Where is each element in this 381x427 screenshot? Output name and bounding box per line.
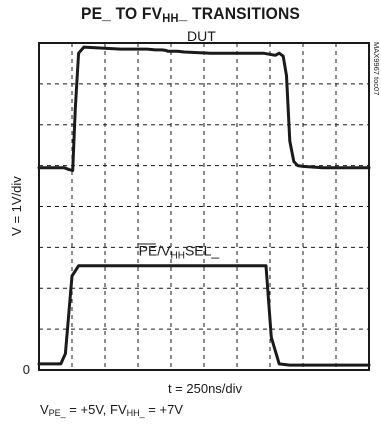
footnote-fvhh-sub: HH_	[126, 408, 145, 418]
traces	[37, 45, 371, 367]
footnote-pe-sub: PE_	[48, 408, 66, 418]
y-axis-label: V = 1V/div	[9, 176, 24, 236]
figure-code: MAX9967 toc07	[372, 42, 381, 95]
pe-vhhsel-label-sub: HH	[171, 251, 185, 262]
trace-labels: DUT_ PE/VHHSEL_	[138, 28, 224, 262]
pe-vhhsel-trace	[37, 264, 371, 367]
title-suffix: _ TRANSITIONS	[178, 4, 301, 23]
title-prefix: PE_ TO FV	[80, 4, 163, 23]
conditions-footnote: VPE_ = +5V, FVHH_ = +7V	[40, 402, 183, 418]
chart-title: PE_ TO FVHH_ TRANSITIONS	[15, 4, 366, 25]
pe-vhhsel-label-tail: SEL_	[185, 243, 219, 259]
dut-label: DUT_	[187, 28, 224, 44]
footnote-v: V	[40, 402, 49, 417]
y-zero-label: 0	[23, 362, 30, 377]
footnote-fvhh-value: = +7V	[144, 402, 183, 417]
dut-trace	[37, 45, 371, 172]
plot-frame	[38, 42, 370, 371]
title-subscript: HH	[162, 11, 179, 25]
grid	[39, 43, 369, 370]
pe-vhhsel-label: PE/VHHSEL_	[139, 243, 220, 262]
footnote-pe-value: = +5V, FV	[65, 402, 127, 417]
x-axis-label: t = 250ns/div	[168, 381, 243, 396]
pe-vhhsel-label-main: PE/V	[139, 243, 172, 259]
